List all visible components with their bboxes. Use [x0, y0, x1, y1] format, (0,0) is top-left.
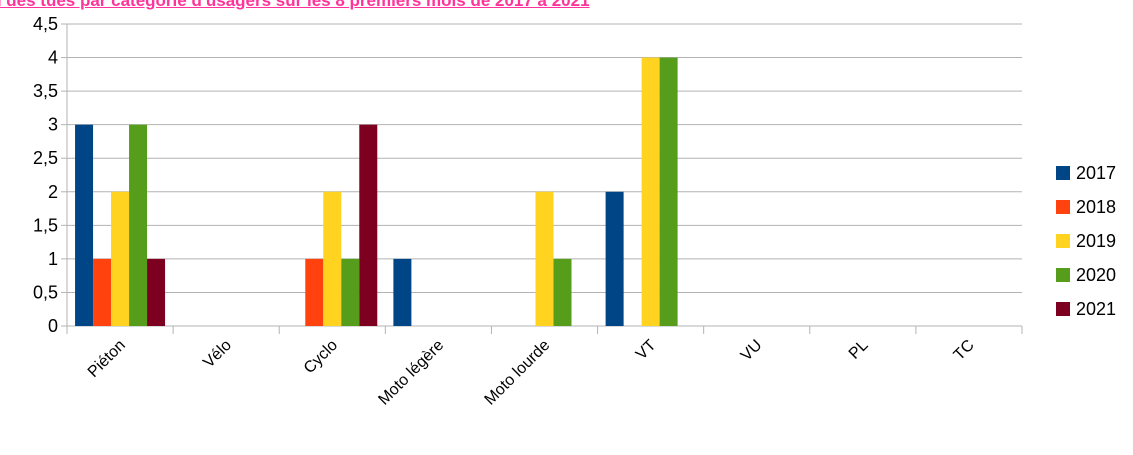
y-tick-label: 3 [48, 115, 58, 135]
bar [75, 124, 94, 327]
y-tick-label: 4,5 [33, 14, 58, 34]
x-tick-label: VT [633, 337, 660, 364]
y-tick-label: 2,5 [33, 148, 58, 168]
legend-label: 2020 [1076, 265, 1116, 285]
bar [393, 258, 412, 326]
y-tick-label: 2 [48, 182, 58, 202]
bar [129, 124, 148, 327]
y-tick-label: 0,5 [33, 282, 58, 302]
y-tick-label: 0 [48, 316, 58, 336]
x-tick-label: PL [846, 337, 872, 363]
legend-label: 2017 [1076, 163, 1116, 183]
bar [359, 124, 378, 327]
legend-swatch [1056, 166, 1070, 180]
x-tick-label: VU [738, 337, 766, 365]
legend-label: 2019 [1076, 231, 1116, 251]
bar [111, 191, 130, 326]
bar [323, 191, 342, 326]
legend-swatch [1056, 234, 1070, 248]
bar [535, 191, 554, 326]
bar [605, 191, 624, 326]
x-tick-label: Cyclo [301, 337, 341, 377]
y-tick-label: 4 [48, 48, 58, 68]
x-tick-label: Vélo [200, 337, 235, 372]
y-tick-label: 1 [48, 249, 58, 269]
legend-swatch [1056, 268, 1070, 282]
y-tick-label: 1,5 [33, 215, 58, 235]
x-tick-label: Moto lourde [482, 337, 554, 409]
legend-label: 2021 [1076, 299, 1116, 319]
legend-swatch [1056, 302, 1070, 316]
bar [641, 57, 660, 327]
bar [553, 258, 572, 326]
bar [147, 258, 166, 326]
bar [659, 57, 678, 327]
legend-swatch [1056, 200, 1070, 214]
chart-title: ution des tués par catégorie d'usagers s… [0, 0, 590, 10]
x-tick-label: TC [951, 337, 978, 364]
x-tick-label: Moto légère [375, 337, 447, 409]
bar [93, 258, 112, 326]
x-tick-label: Piéton [85, 337, 129, 381]
bar [341, 258, 360, 326]
legend-label: 2018 [1076, 197, 1116, 217]
y-tick-label: 3,5 [33, 81, 58, 101]
bar [305, 258, 324, 326]
